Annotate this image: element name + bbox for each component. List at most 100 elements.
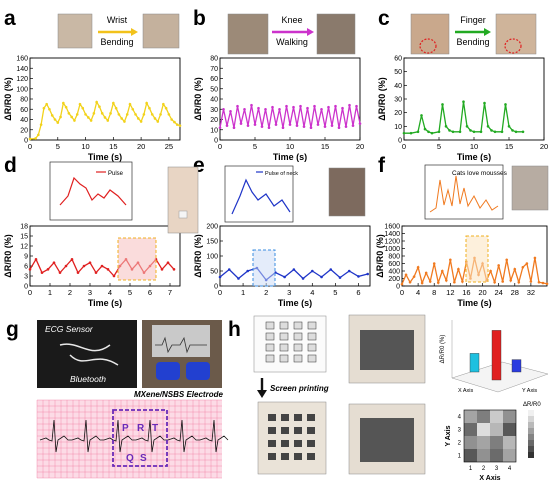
legend-c-arrowhead [484,28,491,36]
data-point-f [408,280,412,284]
y-tick-label-b: 0 [214,138,218,145]
data-point-f [545,282,549,286]
data-point-a [109,112,112,115]
data-point-c [427,130,430,134]
y-tick-label-a: 20 [20,127,28,134]
data-point-b [334,104,337,108]
data-point-b [281,126,285,129]
data-point-b [274,123,278,126]
schematic-pad [279,332,289,341]
data-point-a [100,112,104,115]
colorbar-segment [528,446,534,452]
heatmap-title: ΔR/R0 [523,402,541,408]
data-point-d [34,258,38,261]
data-point-a [123,120,126,123]
legend-b-to: Walking [276,37,308,47]
heatmap-cell [464,436,477,449]
data-point-f [517,280,521,284]
schematic-pad [265,332,275,341]
data-point-f [432,262,436,265]
plot-frame-e [219,225,371,287]
array-dark-pads-2 [360,418,414,462]
x-tick-label-e: 1 [241,288,245,297]
data-point-a [175,123,179,126]
colorbar-segment [528,428,534,434]
plot-frame-a [29,57,181,141]
data-point-d [28,268,32,271]
x-tick-label-f: 12 [446,288,454,297]
y-axis-label-d: ΔR/R0 (%) [3,234,13,277]
data-point-d [58,271,62,274]
data-point-c [521,130,525,134]
y-axis-label-b: ΔR/R0 (%) [193,77,203,120]
y-tick-label-e: 0 [214,284,218,291]
data-point-d [106,268,110,271]
data-point-b [309,126,313,129]
printed-pattern-photo [257,401,327,475]
data-point-c [420,114,423,117]
schematic-pad [307,332,317,341]
data-point-e [246,269,249,273]
data-point-b [330,124,334,127]
ecg-waveform [39,419,229,453]
printed-pad [268,427,276,434]
data-point-b [257,106,260,110]
data-point-f [445,279,448,282]
data-point-b [260,125,264,128]
hand-photo [167,166,199,234]
data-point-c [458,130,462,134]
data-point-b [344,125,348,128]
y-tick-label-e: 50 [210,269,218,276]
y-tick-label-f: 1600 [384,224,400,231]
data-point-f [529,280,533,283]
data-point-a [45,102,48,106]
blue-glove-right [186,362,210,380]
heatmap-cell [477,436,490,449]
data-point-c [507,125,511,128]
data-point-a [78,102,82,106]
data-point-d [172,268,176,271]
data-point-f [416,265,420,269]
x-tick-label-d: 6 [148,288,152,297]
data-point-c [409,131,413,135]
data-point-d [82,264,86,268]
heatmap-frame [463,409,517,463]
data-point-c [465,125,469,128]
y-tick-label-a: 160 [16,56,28,63]
data-point-f [525,262,529,265]
data-point-c [479,130,483,134]
data-point-d [112,274,116,278]
heatmap-x-tick: 1 [469,466,473,472]
data-point-a [125,113,129,116]
y-tick-label-c: 0 [398,138,402,145]
data-point-e [366,272,369,276]
x-tick-label-e: 6 [356,288,360,297]
highlight-box-d [117,237,157,281]
data-point-c [469,129,472,132]
chart-e: 0 1 2 3 4 5 6 0 50 100 150 200 Time (s) ΔR/R0 (%) [193,224,371,308]
finger-photo-straight [410,13,450,55]
y-tick-label-f: 200 [388,276,400,283]
bar3d-bar [511,359,522,373]
printed-pad [294,414,302,421]
data-point-b [229,110,232,113]
y-tick-label-c: 10 [394,124,402,131]
data-point-b [225,124,229,127]
y-tick-label-a: 0 [24,138,28,145]
panel-label-f: f [378,154,386,177]
heatmap-x-tick: 3 [495,466,499,472]
y-tick-label-f: 600 [388,261,400,268]
colorbar-segment [528,452,534,458]
data-point-b [337,126,341,129]
data-point-e [227,268,231,271]
bar3d-chart: ΔR/R0 (%) X Axis Y Axis [440,320,549,394]
data-point-a [153,117,157,120]
panel-label-d: d [4,154,17,177]
data-point-d [94,271,98,274]
heatmap-x-label: X Axis [479,475,500,482]
legend-a-to: Bending [100,37,133,47]
data-point-b [250,103,253,107]
data-point-d [88,261,92,264]
data-point-a [120,117,123,120]
